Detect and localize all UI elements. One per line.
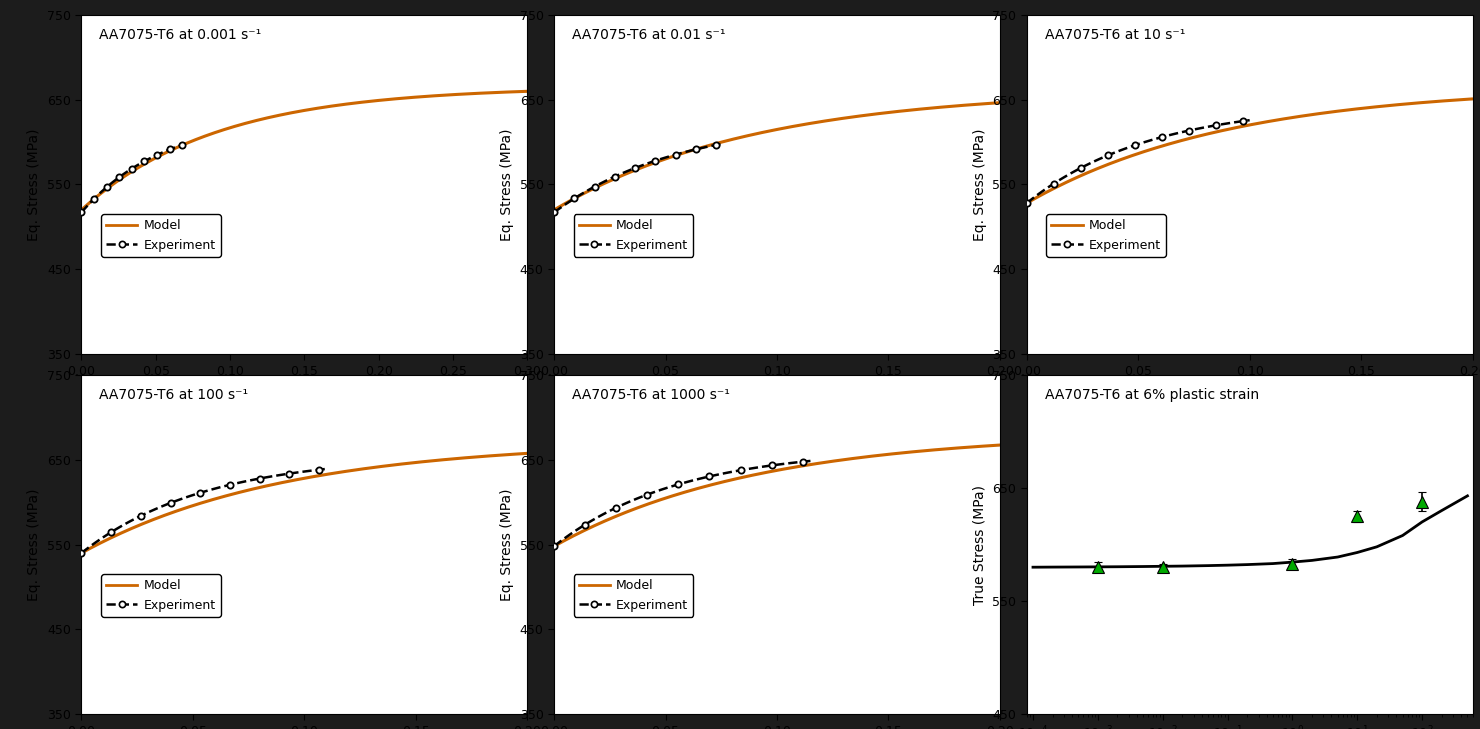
Legend: Model, Experiment: Model, Experiment — [574, 574, 693, 617]
Y-axis label: Eq. Stress (MPa): Eq. Stress (MPa) — [28, 128, 41, 241]
Y-axis label: Eq. Stress (MPa): Eq. Stress (MPa) — [500, 128, 514, 241]
Legend: Model, Experiment: Model, Experiment — [1046, 214, 1166, 257]
X-axis label: Eq. Strain (mm/mm): Eq. Strain (mm/mm) — [1180, 383, 1320, 397]
Y-axis label: Eq. Stress (MPa): Eq. Stress (MPa) — [28, 488, 41, 601]
Y-axis label: Eq. Stress (MPa): Eq. Stress (MPa) — [972, 128, 987, 241]
Text: AA7075-T6 at 1000 s⁻¹: AA7075-T6 at 1000 s⁻¹ — [571, 389, 730, 402]
X-axis label: Eq. Strain (mm/mm): Eq. Strain (mm/mm) — [234, 383, 374, 397]
Text: AA7075-T6 at 100 s⁻¹: AA7075-T6 at 100 s⁻¹ — [99, 389, 249, 402]
Text: AA7075-T6 at 0.001 s⁻¹: AA7075-T6 at 0.001 s⁻¹ — [99, 28, 262, 42]
Legend: Model, Experiment: Model, Experiment — [101, 574, 221, 617]
Y-axis label: True Stress (MPa): True Stress (MPa) — [972, 485, 987, 604]
Legend: Model, Experiment: Model, Experiment — [574, 214, 693, 257]
X-axis label: Eq. Strain (mm/mm): Eq. Strain (mm/mm) — [706, 383, 848, 397]
Text: AA7075-T6 at 6% plastic strain: AA7075-T6 at 6% plastic strain — [1045, 389, 1258, 402]
Y-axis label: Eq. Stress (MPa): Eq. Stress (MPa) — [500, 488, 514, 601]
Text: AA7075-T6 at 0.01 s⁻¹: AA7075-T6 at 0.01 s⁻¹ — [571, 28, 725, 42]
Legend: Model, Experiment: Model, Experiment — [101, 214, 221, 257]
Text: AA7075-T6 at 10 s⁻¹: AA7075-T6 at 10 s⁻¹ — [1045, 28, 1185, 42]
